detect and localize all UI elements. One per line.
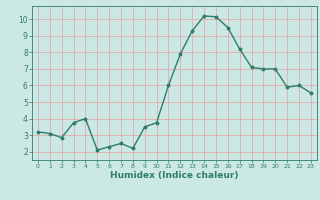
X-axis label: Humidex (Indice chaleur): Humidex (Indice chaleur) (110, 171, 239, 180)
